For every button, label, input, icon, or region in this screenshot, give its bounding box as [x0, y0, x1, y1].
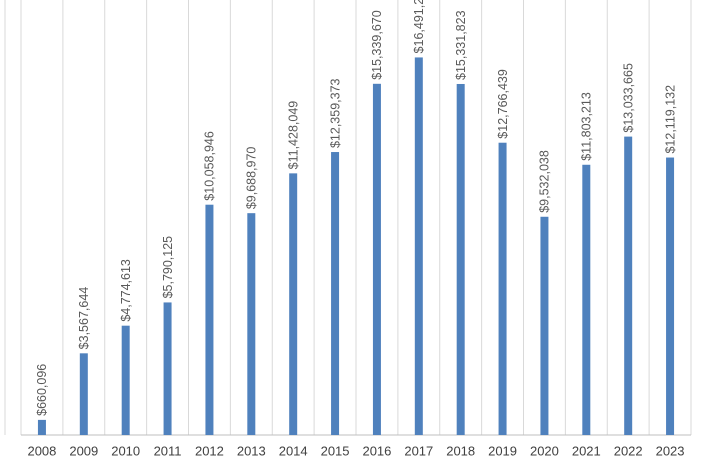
x-tick-label: 2013	[237, 443, 266, 458]
x-tick-label: 2022	[614, 443, 643, 458]
x-tick-label: 2023	[656, 443, 685, 458]
data-label: $12,766,439	[496, 69, 510, 139]
data-label: $16,491,220	[412, 0, 426, 53]
x-tick-label: 2010	[111, 443, 140, 458]
bar	[121, 325, 130, 435]
data-label: $9,532,038	[538, 150, 552, 213]
bar	[289, 173, 298, 435]
x-tick-label: 2014	[279, 443, 308, 458]
x-tick-label: 2009	[69, 443, 98, 458]
bar	[163, 302, 172, 435]
bar	[540, 216, 549, 435]
data-label: $12,119,132	[663, 85, 677, 154]
bar	[79, 353, 88, 435]
x-tick-label: 2008	[27, 443, 56, 458]
bar	[37, 419, 46, 435]
x-tick-label: 2011	[154, 443, 182, 458]
bar	[624, 136, 633, 436]
bar	[498, 142, 507, 435]
x-tick-label: 2019	[488, 443, 517, 458]
data-label: $9,688,970	[245, 147, 259, 210]
x-tick-label: 2012	[195, 443, 224, 458]
x-tick-label: 2017	[404, 443, 433, 458]
bar	[372, 83, 381, 435]
x-tick-label: 2015	[321, 443, 350, 458]
bar	[456, 83, 465, 436]
data-label: $15,331,823	[454, 10, 468, 80]
data-label: $3,567,644	[77, 287, 91, 350]
x-tick-label: 2018	[446, 443, 475, 458]
x-tick-label: 2020	[530, 443, 559, 458]
bar	[666, 157, 675, 436]
x-tick-label: 2021	[572, 443, 601, 458]
data-label: $10,058,946	[203, 131, 217, 201]
bar	[414, 57, 423, 435]
bar	[205, 204, 214, 435]
data-label: $12,359,373	[328, 78, 342, 148]
data-label: $660,096	[35, 364, 49, 416]
bar	[331, 152, 340, 435]
data-label: $13,033,665	[621, 63, 635, 133]
x-tick-label: 2016	[362, 443, 391, 458]
data-label: $5,790,125	[161, 236, 175, 299]
data-label: $11,428,049	[286, 101, 300, 170]
bar	[247, 213, 256, 435]
data-label: $15,339,670	[370, 10, 384, 80]
bar	[582, 164, 591, 435]
data-label: $11,803,213	[580, 92, 594, 161]
data-label: $4,774,613	[119, 259, 133, 322]
